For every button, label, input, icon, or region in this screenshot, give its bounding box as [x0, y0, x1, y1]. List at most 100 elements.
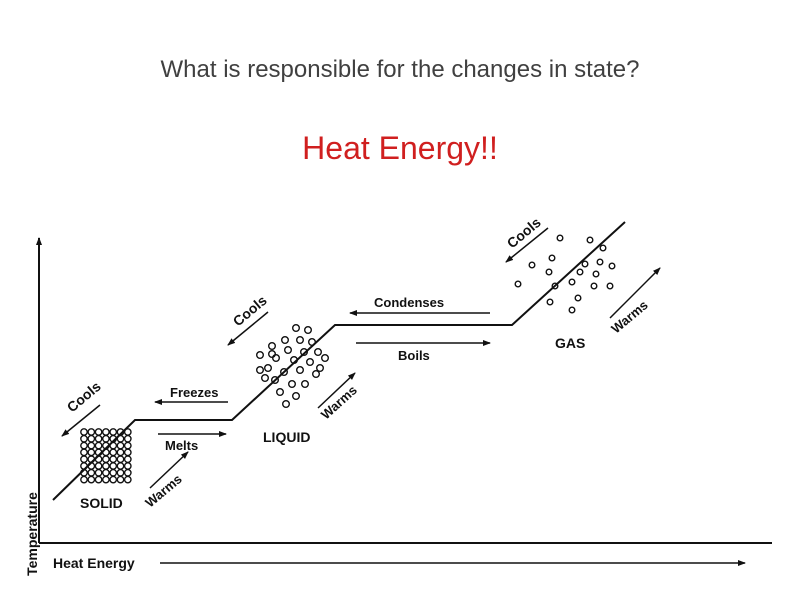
- liquid-particle: [290, 356, 299, 365]
- solid-particle: [87, 448, 96, 457]
- liquid-particle: [304, 326, 313, 335]
- solid-particle: [116, 441, 125, 450]
- solid-particle: [123, 434, 132, 443]
- boils-label: Boils: [398, 348, 430, 363]
- solid-particle: [80, 475, 88, 484]
- slide-question: What is responsible for the changes in s…: [160, 56, 640, 83]
- liquid-particle: [288, 380, 297, 389]
- y-axis-label: Temperature: [24, 492, 40, 576]
- solid-particle: [94, 468, 103, 477]
- solid-particle: [109, 455, 118, 464]
- slide-answer: Heat Energy!!: [302, 130, 498, 166]
- gas-particle: [514, 280, 522, 288]
- solid-particle: [94, 475, 103, 484]
- solid-particle: [102, 455, 110, 464]
- gas-particle: [548, 254, 556, 262]
- liquid-particle: [292, 324, 301, 333]
- solid-particle: [80, 448, 88, 457]
- freezes-label: Freezes: [170, 385, 218, 400]
- solid-particle: [116, 468, 125, 477]
- gas-particle: [574, 294, 582, 302]
- cools-label-solid: Cools: [64, 378, 104, 415]
- liquid-particle: [268, 342, 277, 351]
- solid-particle: [123, 455, 132, 464]
- gas-particle: [568, 278, 576, 286]
- liquid-particle: [300, 348, 309, 357]
- gas-particle: [608, 262, 616, 270]
- liquid-particle: [314, 348, 323, 357]
- solid-particle: [102, 434, 110, 443]
- solid-particle: [116, 462, 125, 470]
- gas-particle: [596, 258, 604, 266]
- solid-particle: [87, 441, 96, 450]
- cools-label-liquid: Cools: [230, 292, 270, 329]
- solid-particle: [94, 462, 103, 470]
- gas-particle: [556, 234, 564, 242]
- gas-particle: [546, 298, 554, 306]
- warms-arrow-gas: [609, 267, 661, 319]
- gas-particle: [590, 282, 598, 290]
- condenses-label: Condenses: [374, 295, 444, 310]
- gas-particle: [592, 270, 600, 278]
- solid-particle: [94, 428, 103, 436]
- liquid-particle: [280, 368, 289, 377]
- state-label-gas: GAS: [555, 335, 585, 351]
- gas-particle: [606, 282, 614, 290]
- liquid-particle: [308, 338, 317, 347]
- warms-label-solid: Warms: [142, 471, 184, 510]
- solid-particle: [109, 475, 118, 484]
- x-axis-label: Heat Energy: [53, 555, 135, 571]
- liquid-particle: [264, 364, 273, 373]
- state-label-solid: SOLID: [80, 495, 123, 511]
- melts-label: Melts: [165, 438, 198, 453]
- gas-particle: [528, 261, 536, 269]
- solid-particle: [94, 441, 103, 450]
- solid-particle: [123, 448, 132, 457]
- warms-label-gas: Warms: [608, 297, 650, 336]
- liquid-particle: [292, 392, 301, 401]
- solid-particle: [87, 468, 96, 477]
- solid-particle: [102, 475, 110, 484]
- solid-particle: [102, 468, 110, 477]
- solid-particle: [102, 448, 110, 457]
- gas-particle: [545, 268, 553, 276]
- cools-arrow-solid: [61, 404, 101, 437]
- gas-particle: [581, 260, 589, 268]
- gas-particle: [576, 268, 584, 276]
- warms-arrow-liquid: [317, 372, 356, 409]
- cools-label-gas: Cools: [504, 214, 544, 251]
- solid-particle: [123, 428, 132, 436]
- solid-particle: [102, 462, 110, 470]
- solid-particle: [80, 428, 88, 436]
- cools-arrow-gas: [505, 227, 549, 263]
- solid-particle: [87, 475, 96, 484]
- solid-particle: [109, 468, 118, 477]
- liquid-particle: [306, 358, 315, 367]
- cools-arrow-liquid: [227, 311, 269, 346]
- liquid-particle: [268, 350, 277, 359]
- liquid-particle: [271, 376, 280, 385]
- liquid-particle: [321, 354, 330, 363]
- liquid-particle: [282, 400, 291, 409]
- liquid-particle: [316, 364, 325, 373]
- solid-particle: [80, 434, 88, 443]
- liquid-particle: [284, 346, 293, 355]
- solid-particle: [87, 428, 96, 436]
- solid-particle: [94, 434, 103, 443]
- liquid-particles: [256, 324, 330, 409]
- solid-particle: [109, 462, 118, 470]
- solid-particle: [80, 441, 88, 450]
- gas-particle: [586, 236, 594, 244]
- solid-particle: [109, 428, 118, 436]
- solid-particle: [123, 468, 132, 477]
- solid-particle: [80, 455, 88, 464]
- liquid-particle: [296, 366, 305, 375]
- liquid-particle: [312, 370, 321, 379]
- gas-particles: [514, 234, 616, 314]
- state-label-liquid: LIQUID: [263, 429, 310, 445]
- solid-particle: [116, 448, 125, 457]
- liquid-particle: [296, 336, 305, 345]
- solid-particle: [80, 462, 88, 470]
- solid-particle: [109, 448, 118, 457]
